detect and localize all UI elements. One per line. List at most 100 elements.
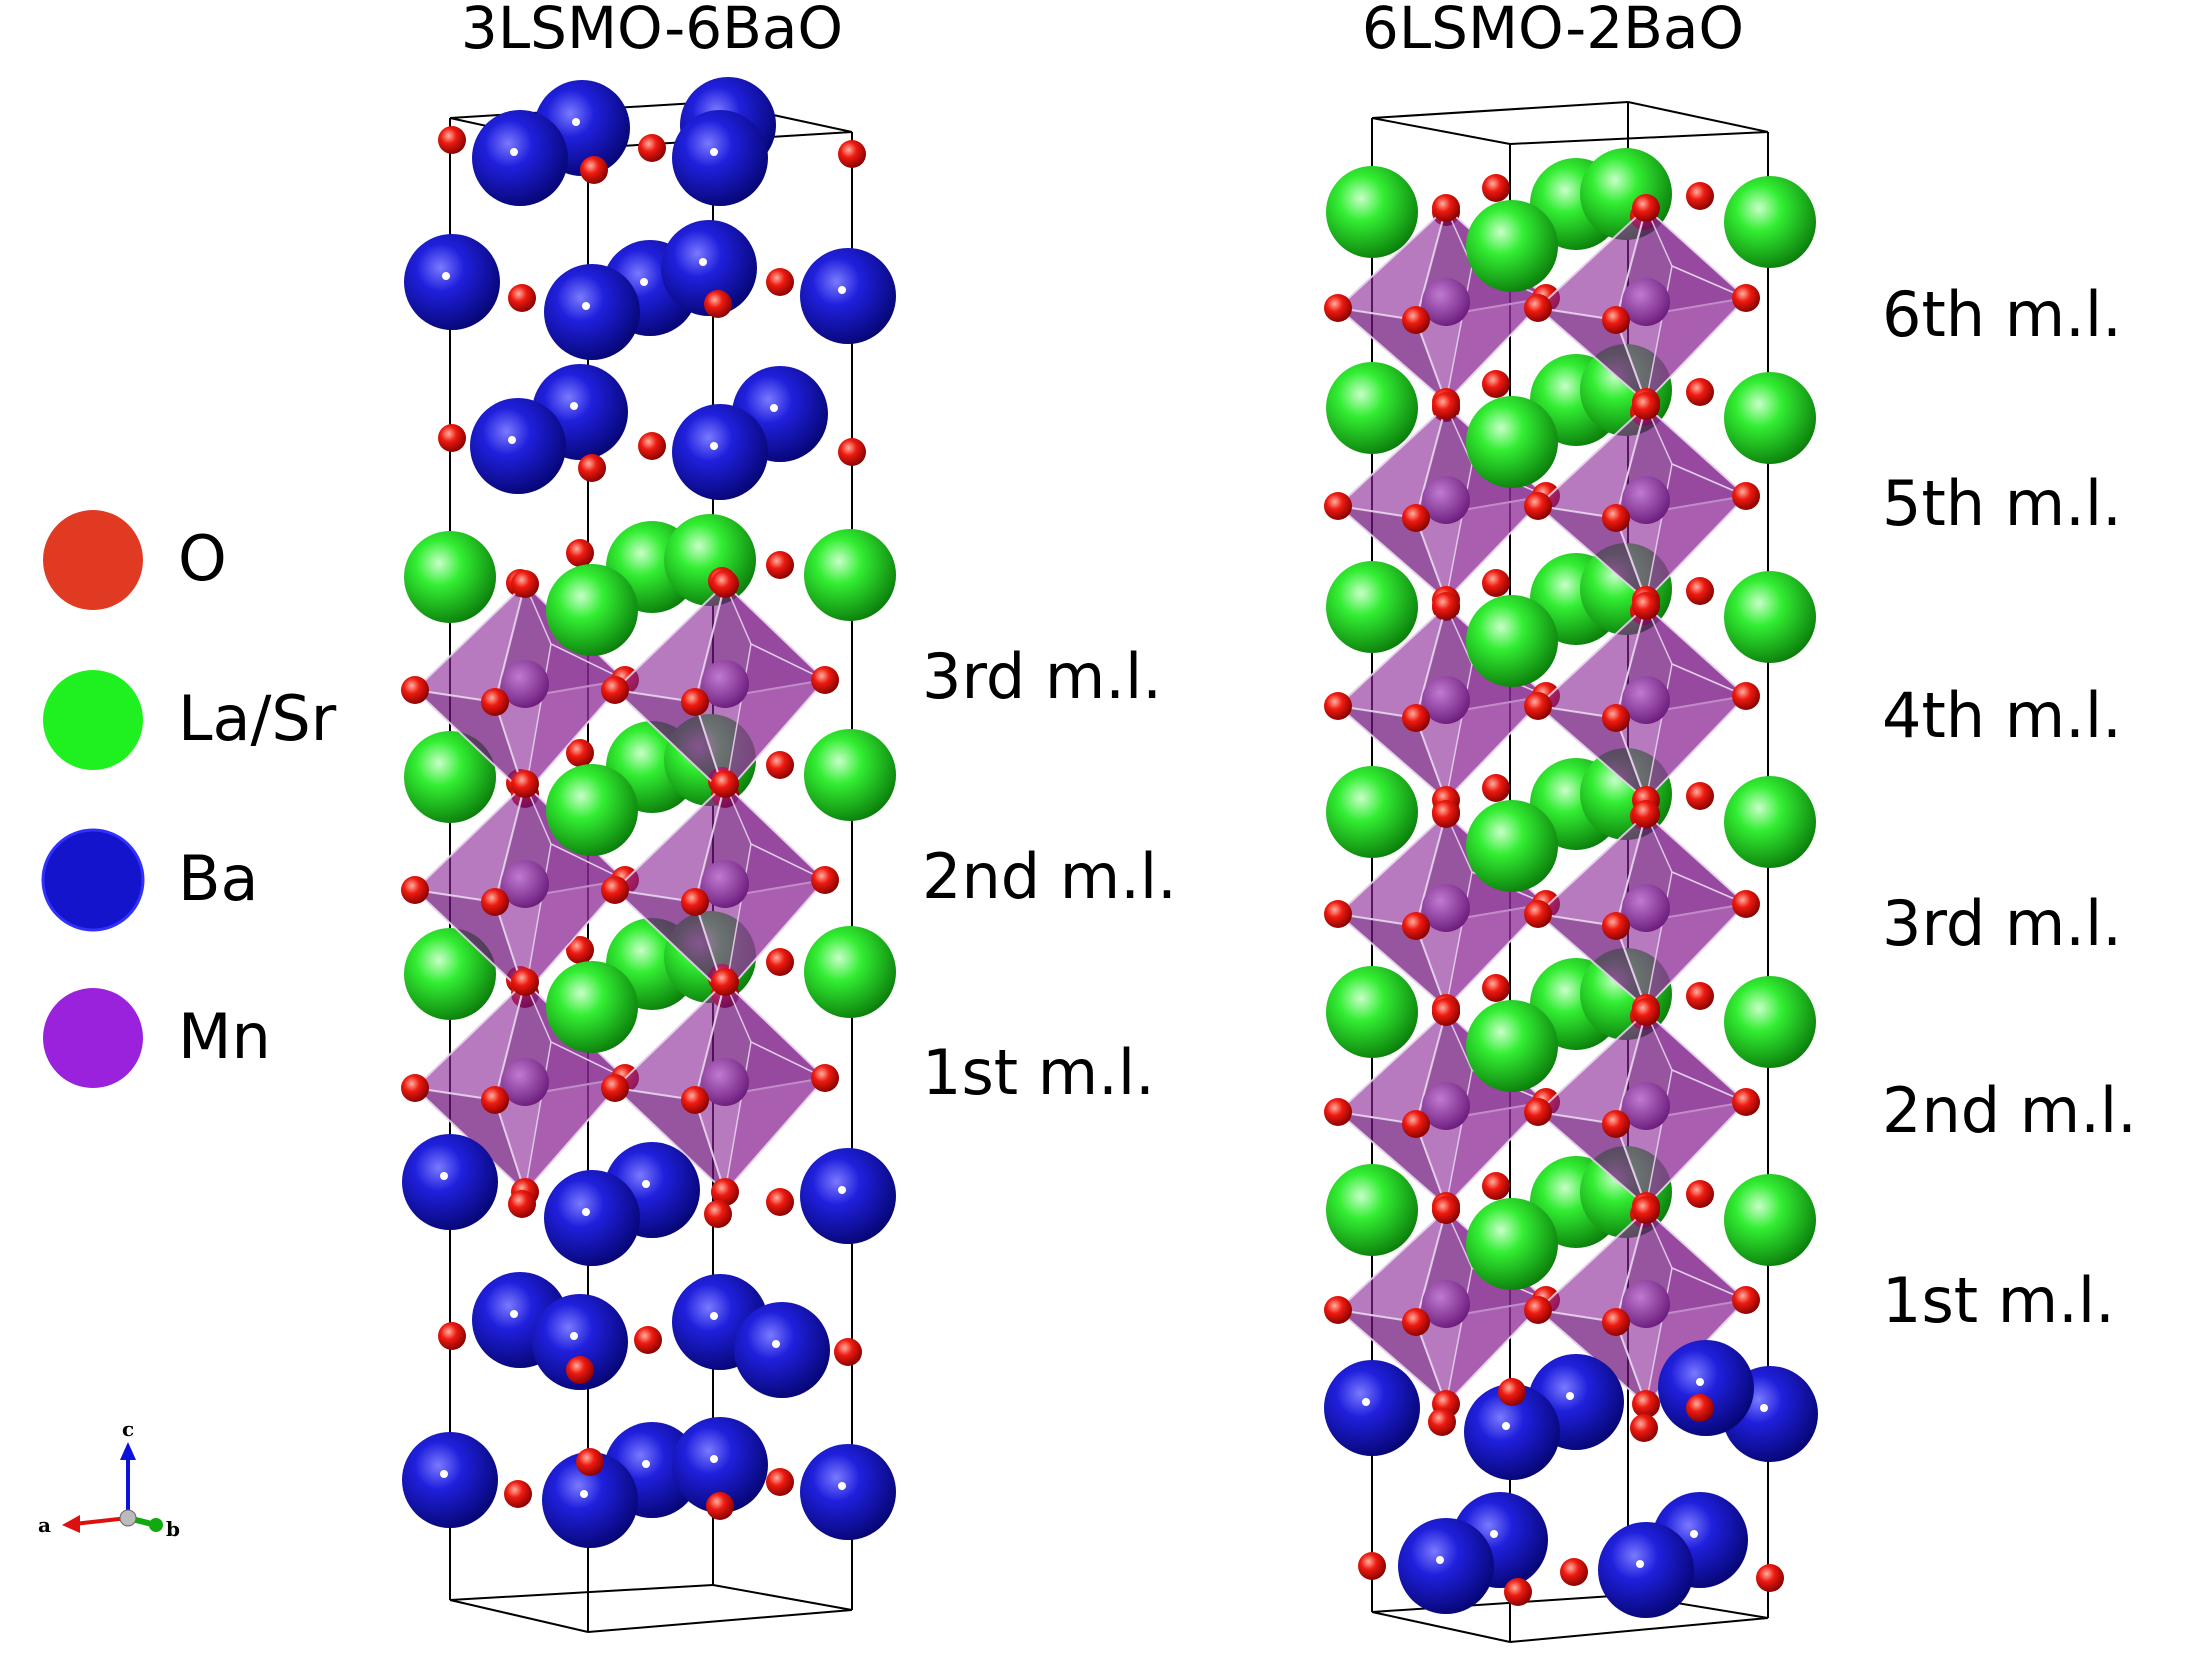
oxygen-atom	[1324, 1296, 1352, 1324]
cell-edge	[1509, 1617, 1769, 1643]
ba-atom	[402, 1432, 498, 1528]
oxygen-atom	[1524, 1098, 1552, 1126]
cell-edge	[1371, 1611, 1511, 1643]
oxygen-atom	[1524, 900, 1552, 928]
legend-swatch-mn	[43, 988, 143, 1088]
ba-highlight	[710, 1455, 718, 1463]
legend: O La/Sr Ba Mn	[41, 510, 337, 1088]
oxygen-atom	[711, 968, 739, 996]
lasr-atom	[804, 926, 896, 1018]
ba-atom	[734, 1302, 830, 1398]
oxygen-atom	[1602, 1308, 1630, 1336]
oxygen-atom	[1686, 378, 1714, 406]
cell-edge	[1371, 1594, 1629, 1613]
mno6-octahedron	[601, 968, 839, 1206]
oxygen-atom	[1756, 1564, 1784, 1592]
cell-edge	[587, 1609, 853, 1633]
oxygen-atom	[1402, 912, 1430, 940]
axis-triad: c a b	[38, 1417, 180, 1541]
oxygen-atom	[1732, 284, 1760, 312]
ba-atom	[1398, 1518, 1494, 1614]
mn-atom	[1622, 476, 1670, 524]
mn-atom	[1622, 884, 1670, 932]
lasr-atom	[546, 961, 638, 1053]
axis-b-head	[149, 1518, 163, 1532]
layer-label: 1st m.l.	[922, 1036, 1155, 1109]
lasr-atom	[1724, 976, 1816, 1068]
oxygen-atom	[766, 948, 794, 976]
legend-swatch-oxygen	[43, 510, 143, 610]
cell-edge	[1371, 101, 1629, 119]
lasr-atom	[1326, 362, 1418, 454]
ba-sphere	[672, 1417, 768, 1513]
lasr-atom	[1466, 396, 1558, 488]
legend-swatch-lasr	[43, 670, 143, 770]
ba-atom	[542, 1452, 638, 1548]
oxygen-atom	[704, 290, 732, 318]
ba-atom	[472, 110, 568, 206]
oxygen-atom	[576, 1448, 604, 1476]
ba-atom	[672, 1417, 768, 1513]
mn-atom	[501, 860, 549, 908]
oxygen-atom	[566, 739, 594, 767]
octahedron-face	[1644, 264, 1748, 405]
ba-highlight	[572, 118, 580, 126]
legend-label: Ba	[178, 842, 259, 915]
mno6-octahedron	[1324, 592, 1560, 814]
cell-edge	[712, 1584, 853, 1611]
oxygen-atom	[1432, 194, 1460, 222]
oxygen-atom	[481, 888, 509, 916]
ba-sphere	[800, 1444, 896, 1540]
ba-highlight	[1362, 1398, 1370, 1406]
oxygen-atom	[838, 140, 866, 168]
ba-atom	[800, 248, 896, 344]
mn-atom	[701, 1058, 749, 1106]
ba-highlight	[710, 442, 718, 450]
ba-highlight	[1566, 1392, 1574, 1400]
ba-sphere	[672, 110, 768, 206]
ba-atom	[672, 110, 768, 206]
oxygen-atom	[601, 876, 629, 904]
layer-label: 2nd m.l.	[922, 840, 1177, 913]
oxygen-atom	[1632, 392, 1660, 420]
oxygen-atom	[811, 1064, 839, 1092]
lasr-atom	[1724, 1174, 1816, 1266]
axis-b-label: b	[166, 1517, 180, 1541]
oxygen-atom	[401, 1074, 429, 1102]
panel-title-left: 3LSMO-6BaO	[461, 0, 843, 62]
oxygen-atom	[711, 570, 739, 598]
axis-a-arrowhead	[62, 1515, 80, 1533]
legend-label: Mn	[178, 1000, 271, 1073]
ba-sphere	[672, 404, 768, 500]
oxygen-atom	[638, 134, 666, 162]
oxygen-atom	[1732, 1286, 1760, 1314]
ba-sphere	[661, 220, 757, 316]
ba-sphere	[472, 110, 568, 206]
ba-highlight	[1696, 1378, 1704, 1386]
mn-atom	[1622, 1280, 1670, 1328]
oxygen-atom	[811, 866, 839, 894]
oxygen-atom	[1686, 782, 1714, 810]
mno6-octahedron	[1524, 392, 1760, 614]
ba-sphere	[1658, 1340, 1754, 1436]
oxygen-atom	[1324, 900, 1352, 928]
mn-atom	[1622, 1082, 1670, 1130]
oxygen-atom	[511, 770, 539, 798]
oxygen-atom	[1686, 182, 1714, 210]
oxygen-atom	[566, 539, 594, 567]
ba-sphere	[544, 264, 640, 360]
lasr-atom	[804, 729, 896, 821]
ba-sphere	[1398, 1518, 1494, 1614]
oxygen-atom	[1498, 1378, 1526, 1406]
layer-label: 4th m.l.	[1882, 679, 2122, 752]
lasr-atom	[1724, 372, 1816, 464]
oxygen-atom	[1560, 1558, 1588, 1586]
octahedron-face	[1644, 870, 1748, 1011]
lasr-atom	[804, 529, 896, 621]
legend-item-mn: Mn	[43, 988, 271, 1088]
ba-atom	[544, 264, 640, 360]
ba-sphere	[734, 1302, 830, 1398]
ba-atom	[470, 398, 566, 494]
ba-atom	[1598, 1522, 1694, 1618]
oxygen-atom	[401, 876, 429, 904]
